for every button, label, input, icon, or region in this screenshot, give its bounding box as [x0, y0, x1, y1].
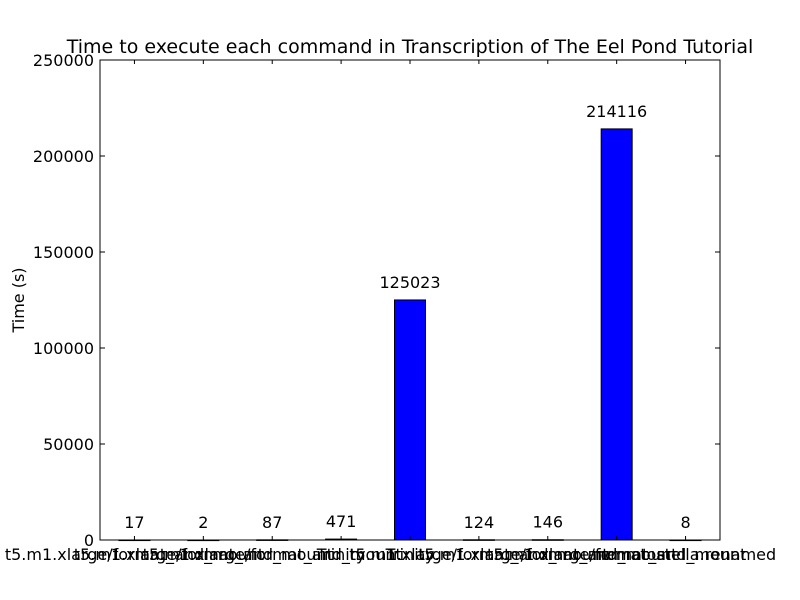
y-ticks-group: 0 50000 100000 150000 200000 250000 — [33, 51, 720, 550]
data-label-1: 17 — [124, 513, 144, 532]
bar-8 — [600, 128, 633, 541]
data-label-4: 471 — [326, 512, 357, 531]
y-tick-label-2: 50000 — [43, 435, 94, 454]
data-label-7: 146 — [533, 513, 564, 532]
chart-title: Time to execute each command in Transcri… — [66, 36, 754, 58]
y-tick-label-6: 250000 — [33, 51, 94, 70]
bar-5 — [394, 299, 426, 541]
x-ticks-group: t5.m1.xlarge/format_and_mountt5.m1.xlarg… — [5, 60, 776, 565]
data-label-2: 2 — [198, 513, 208, 532]
x-tick-label-9: nematostella.renamed — [595, 545, 776, 564]
y-tick-label-4: 150000 — [33, 243, 94, 262]
y-tick-label-1: 0 — [84, 531, 94, 550]
x-tick-label-8: t5.m1.xlarge/format_and_mount — [487, 545, 746, 565]
x-tick-label-1: t5.m1.xlarge/format_and_mount — [5, 545, 264, 565]
data-label-5: 125023 — [379, 273, 440, 292]
x-tick-label-2: t5.m1.xlarge/format_and_mount — [74, 545, 333, 565]
x-tick-label-6: t5.m1.xlarge/format_and_mount — [349, 545, 608, 565]
x-tick-label-5: Trinity — [385, 545, 435, 564]
bars-group — [118, 128, 702, 542]
data-label-3: 87 — [262, 513, 282, 532]
data-label-6: 124 — [464, 513, 495, 532]
x-tick-label-7: t5.m1.xlarge/format_and_mount — [418, 545, 677, 565]
data-label-8: 214116 — [586, 102, 647, 121]
y-tick-label-3: 100000 — [33, 339, 94, 358]
y-axis-label: Time (s) — [9, 267, 28, 333]
x-tick-label-3: t5.m1.xlarge/format_and_mount — [143, 545, 402, 565]
data-labels-group: 17 2 87 471 125023 124 146 214116 8 — [124, 102, 690, 532]
data-label-9: 8 — [680, 513, 690, 532]
x-tick-label-4: Trinity — [316, 545, 366, 564]
y-tick-label-5: 200000 — [33, 147, 94, 166]
plot-frame — [99, 59, 721, 541]
